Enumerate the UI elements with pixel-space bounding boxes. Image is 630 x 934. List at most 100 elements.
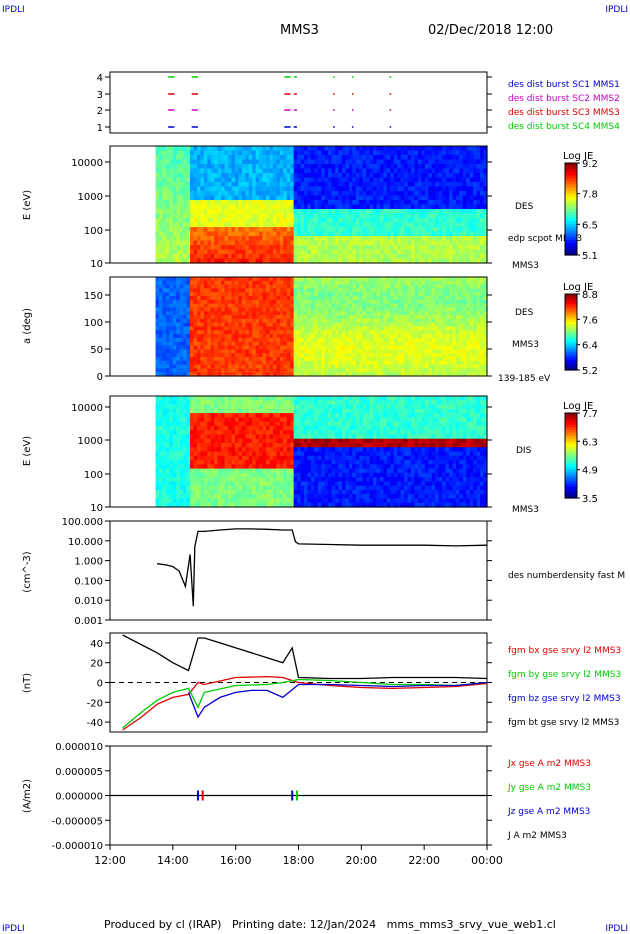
heatmap-cell	[362, 315, 367, 320]
heatmap-cell	[283, 322, 288, 328]
heatmap-cell	[228, 353, 233, 358]
heatmap-cell	[162, 254, 167, 260]
heatmap-cell	[196, 240, 202, 246]
heatmap-cell	[176, 360, 181, 366]
heatmap-cell	[259, 315, 264, 320]
heatmap-cell	[283, 245, 288, 251]
heatmap-cell	[241, 258, 246, 264]
heatmap-cell	[341, 334, 347, 339]
heatmap-cell	[449, 177, 454, 183]
heatmap-cell	[473, 177, 478, 183]
heatmap-cell	[397, 315, 402, 320]
heatmap-cell	[203, 204, 208, 210]
heatmap-cell	[345, 364, 350, 369]
heatmap-cell	[338, 292, 343, 297]
heatmap-cell	[210, 177, 215, 183]
heatmap-cell	[186, 322, 191, 328]
heatmap-cell	[245, 150, 250, 156]
heatmap-cell	[393, 326, 398, 331]
heatmap-cell	[183, 191, 188, 197]
heatmap-cell	[352, 209, 357, 215]
heatmap-cell	[459, 254, 464, 260]
heatmap-cell	[190, 284, 195, 290]
heatmap-cell	[428, 299, 433, 305]
heatmap-cell	[355, 337, 360, 343]
heatmap-cell	[183, 200, 188, 206]
heatmap-cell	[172, 209, 177, 215]
heatmap-cell	[304, 191, 309, 197]
heatmap-cell	[300, 227, 305, 233]
heatmap-cell	[252, 177, 257, 183]
heatmap-cell	[310, 164, 315, 170]
heatmap-cell	[431, 372, 436, 377]
heatmap-cell	[272, 213, 277, 219]
heatmap-cell	[362, 245, 367, 251]
heatmap-cell	[424, 296, 429, 301]
heatmap-cell	[169, 164, 174, 170]
heatmap-cell	[210, 311, 215, 316]
heatmap-cell	[421, 315, 426, 320]
heatmap-cell	[262, 299, 267, 305]
heatmap-cell	[348, 191, 353, 197]
heatmap-cell	[438, 372, 443, 377]
heatmap-cell	[228, 236, 233, 242]
heatmap-cell	[203, 146, 208, 152]
heatmap-cell	[431, 222, 436, 228]
heatmap-cell	[221, 222, 226, 228]
heatmap-cell	[321, 353, 326, 358]
heatmap-cell	[359, 240, 364, 246]
heatmap-cell	[231, 231, 236, 237]
heatmap-cell	[455, 284, 460, 290]
heatmap-cell	[373, 288, 378, 293]
heatmap-cell	[341, 349, 347, 354]
heatmap-cell	[207, 236, 212, 242]
heatmap-cell	[348, 209, 353, 215]
heatmap-cell	[424, 334, 429, 339]
heatmap-cell	[435, 349, 440, 354]
heatmap-cell	[245, 258, 250, 264]
heatmap-cell	[317, 280, 322, 286]
heatmap-cell	[262, 200, 267, 206]
heatmap-cell	[176, 240, 181, 246]
heatmap-cell	[328, 155, 333, 161]
heatmap-cell	[165, 236, 170, 242]
heatmap-cell	[435, 356, 440, 362]
heatmap-cell	[421, 182, 426, 188]
heatmap-cell	[238, 326, 243, 331]
heatmap-cell	[259, 254, 264, 260]
heatmap-cell	[452, 168, 457, 174]
heatmap-cell	[231, 164, 236, 170]
heatmap-cell	[310, 318, 315, 324]
heatmap-cell	[183, 303, 188, 309]
heatmap-cell	[452, 318, 457, 324]
heatmap-cell	[338, 182, 343, 188]
heatmap-cell	[190, 227, 195, 233]
heatmap-cell	[203, 326, 208, 331]
heatmap-cell	[355, 236, 360, 242]
heatmap-cell	[314, 277, 319, 282]
heatmap-cell	[297, 356, 302, 362]
heatmap-cell	[183, 337, 188, 343]
heatmap-cell	[393, 150, 398, 156]
heatmap-cell	[183, 195, 188, 201]
heatmap-cell	[183, 213, 188, 219]
heatmap-cell	[341, 372, 347, 377]
heatmap-cell	[390, 360, 395, 366]
heatmap-cell	[431, 288, 436, 293]
heatmap-cell	[266, 254, 271, 260]
heatmap-cell	[307, 372, 312, 377]
heatmap-cell	[155, 258, 160, 264]
heatmap-cell	[248, 146, 253, 152]
heatmap-cell	[269, 155, 274, 161]
heatmap-cell	[290, 155, 295, 161]
heatmap-cell	[266, 245, 271, 251]
heatmap-cell	[172, 353, 177, 358]
heatmap-cell	[214, 218, 219, 224]
heatmap-cell	[373, 186, 378, 192]
heatmap-cell	[459, 245, 464, 251]
heatmap-cell	[449, 303, 454, 309]
heatmap-cell	[279, 204, 284, 210]
heatmap-cell	[324, 249, 329, 255]
heatmap-cell	[217, 177, 222, 183]
heatmap-cell	[310, 186, 315, 192]
